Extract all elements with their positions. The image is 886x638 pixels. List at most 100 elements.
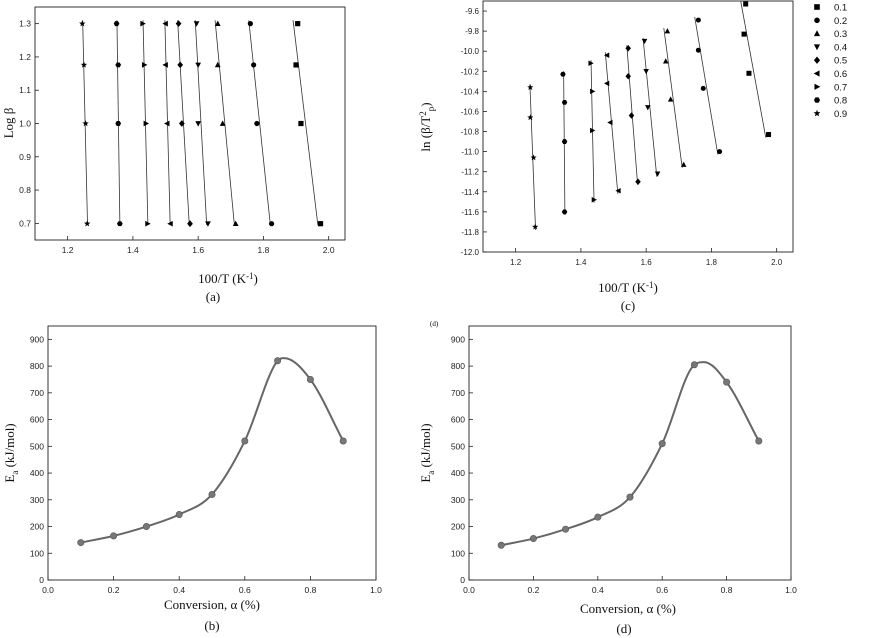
activation-energy-curve-d [500,361,760,547]
legend-marker-0.1 [814,4,820,10]
y-tick-label: -10.4 [461,87,480,96]
data-point-0.2 [247,21,253,27]
legend-marker-0.8 [813,97,821,103]
y-tick-label: -10.8 [461,128,480,137]
data-point-0.3 [219,120,226,126]
data-point-0.8 [115,121,122,126]
panel-label-d: (d) [616,621,631,636]
data-point-0.9 [532,223,539,230]
y-axis-label-b: Ea (kJ/mol) [2,423,20,482]
data-point-0.3 [680,161,687,167]
panel-c-ln-beta-plot: -9.6 -9.8 -10.0 -10.2 -10.4 -10.6 -10.8 -11.0 -1… [418,0,794,313]
y-tick-label: 100 [30,548,44,558]
y-tick-label: 900 [451,334,465,344]
legend-label: 0.3 [834,29,847,40]
legend-label: 0.1 [834,3,847,14]
data-point-0.5 [628,112,635,119]
data-point-0.7 [140,20,146,27]
fit-line-0.3 [214,20,235,226]
data-point-0.5 [175,20,182,28]
data-point-0.4 [195,121,202,127]
legend-label: 0.4 [834,42,847,53]
data-point-0.5 [635,178,641,185]
fit-line-0.2 [694,16,719,155]
fit-line-0.1 [740,0,767,138]
y-tick-label: -10.2 [461,67,480,76]
data-point-0.8 [561,100,568,105]
y-tick-label: 900 [30,334,44,344]
data-point [529,535,537,543]
series-legend: 0.1 0.2 0.3 0.4 0.5 0.6 0.7 0.8 0.9 [813,3,847,120]
data-point-0.5 [187,220,193,228]
data-point-0.7 [590,88,596,95]
x-axis-label-a: 100/T (K-1) [198,271,258,286]
data-point-0.8 [113,21,120,27]
panel-label-a: (a) [206,289,220,304]
x-axis-label-c: 100/T (K-1) [598,280,658,295]
data-point-0.8 [561,139,568,144]
data-point [690,361,698,369]
panel-label-c: (c) [621,298,635,313]
y-tick-label: 400 [30,468,44,478]
data-point-0.4 [641,38,648,45]
data-point [175,510,183,518]
y-tick-label: 0.7 [19,218,31,228]
x-tick-label: 0.4 [592,585,604,595]
x-tick-label: 1.8 [258,245,270,255]
y-tick-label: 0.8 [19,185,31,195]
legend-label: 0.9 [834,109,847,120]
x-tick-label: 1.6 [192,245,204,255]
data-point-0.4 [205,221,211,227]
y-tick-label: -11.4 [461,188,479,197]
data-point [110,532,118,540]
data-point-0.1 [293,62,299,68]
data-point-0.8 [561,209,568,215]
x-axis-ticks-a: 1.2 1.4 1.6 1.8 2.0 [62,236,335,255]
x-tick-label: 0.4 [173,585,185,595]
y-tick-label: -11.8 [461,228,479,237]
data-point-0.5 [177,61,184,69]
panel-label-b: (b) [204,618,219,633]
y-tick-label: 800 [30,361,44,371]
data-point-0.1 [743,1,749,7]
legend-label: 0.6 [834,69,847,80]
data-point-0.8 [115,62,122,68]
x-tick-label: 1.0 [785,585,797,595]
data-point [339,437,347,445]
data-point-0.1 [766,132,772,138]
data-point-0.7 [141,62,148,68]
y-tick-label: 700 [451,388,465,398]
fit-line-0.4 [194,20,208,226]
y-tick-label: 0 [39,575,44,585]
data-point-0.1 [295,21,301,27]
data-point-0.1 [746,70,752,76]
data-point [208,490,216,498]
y-axis-ticks-d: 0 100 200 300 400 500 600 700 800 900 [451,334,473,585]
data-point-0.1 [317,221,324,227]
y-tick-label: 1.0 [19,119,31,129]
y-tick-label: -11.6 [461,208,479,217]
data-point-0.5 [625,73,631,80]
data-point [594,513,602,521]
data-point-0.5 [178,120,185,127]
legend-label: 0.2 [834,16,847,27]
data-point-0.9 [530,154,537,161]
data-point-0.7 [143,120,150,127]
fit-line-0.3 [663,28,683,168]
data-point [77,539,85,547]
data-point-0.6 [164,120,170,127]
x-axis-label-b: Conversion, α (%) [164,597,260,612]
data-point-0.9 [79,20,86,27]
y-tick-label: -11.2 [461,168,479,177]
x-axis-ticks-c: 1.2 1.4 1.6 1.8 2.0 [510,248,783,267]
data-point-0.2 [251,62,257,68]
data-point-0.4 [193,21,200,27]
y-tick-label: 0.9 [19,152,31,162]
data-point-0.8 [116,221,123,227]
x-tick-label: 1.2 [510,258,522,267]
data-point [306,375,314,383]
y-tick-label: -10.6 [461,107,480,116]
data-point [755,437,763,445]
data-point-0.3 [667,96,674,102]
